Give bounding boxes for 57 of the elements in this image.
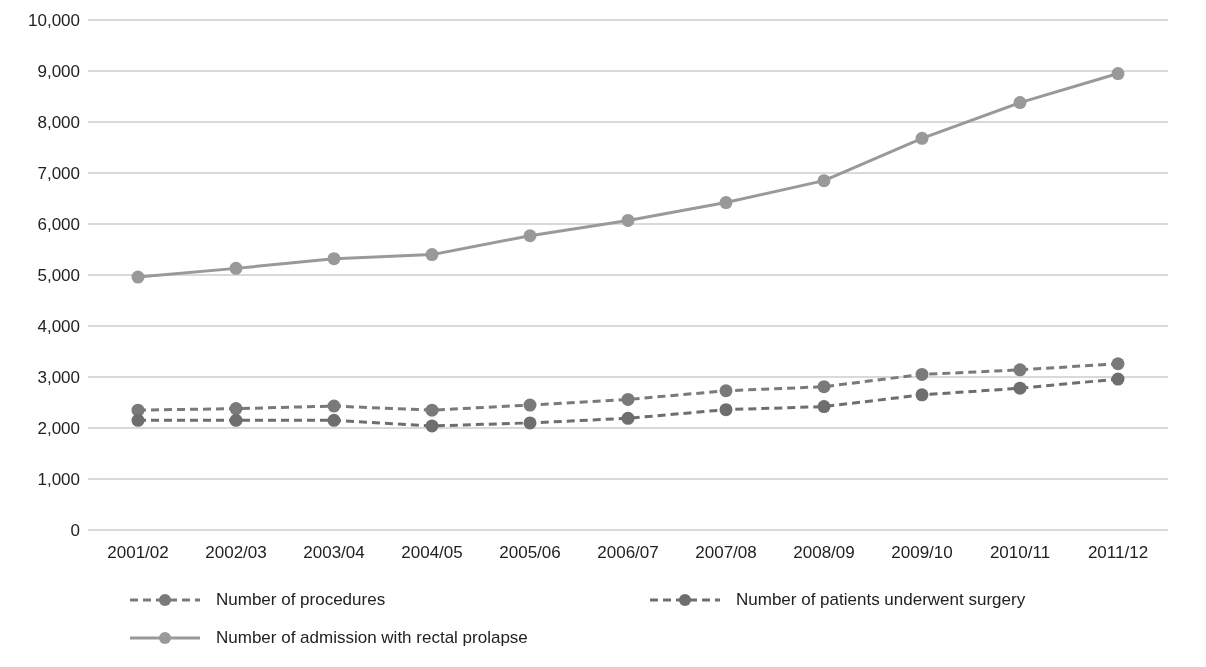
point xyxy=(1111,372,1125,386)
y-tick-label: 5,000 xyxy=(37,266,80,286)
point xyxy=(817,400,831,414)
point xyxy=(915,131,929,145)
point xyxy=(327,413,341,427)
point xyxy=(523,416,537,430)
x-tick-label: 2004/05 xyxy=(401,543,463,563)
x-tick-label: 2009/10 xyxy=(891,543,953,563)
y-tick-label: 1,000 xyxy=(37,470,80,490)
point xyxy=(621,213,635,227)
point xyxy=(817,174,831,188)
point xyxy=(915,388,929,402)
point xyxy=(425,248,439,262)
x-tick-label: 2006/07 xyxy=(597,543,659,563)
x-tick-label: 2011/12 xyxy=(1087,543,1149,563)
y-tick-label: 0 xyxy=(70,521,80,541)
point xyxy=(229,413,243,427)
point xyxy=(523,229,537,243)
point xyxy=(523,398,537,412)
y-tick-label: 4,000 xyxy=(37,317,80,337)
point xyxy=(719,196,733,210)
x-tick-label: 2005/06 xyxy=(499,543,561,563)
x-tick-label: 2001/02 xyxy=(107,543,169,563)
point xyxy=(1111,357,1125,371)
x-tick-label: 2003/04 xyxy=(303,543,365,563)
legend-label: Number of patients underwent surgery xyxy=(736,590,1026,610)
legend-label: Number of admission with rectal prolapse xyxy=(216,628,528,648)
point xyxy=(327,399,341,413)
y-tick-label: 3,000 xyxy=(37,368,80,388)
point xyxy=(1111,67,1125,81)
y-tick-label: 10,000 xyxy=(28,11,80,31)
y-tick-label: 8,000 xyxy=(37,113,80,133)
point xyxy=(229,261,243,275)
legend-label: Number of procedures xyxy=(216,590,386,610)
point xyxy=(1013,363,1027,377)
point xyxy=(621,411,635,425)
point xyxy=(131,413,145,427)
point xyxy=(915,367,929,381)
point xyxy=(621,392,635,406)
point xyxy=(719,384,733,398)
x-tick-label: 2002/03 xyxy=(205,543,267,563)
point xyxy=(817,380,831,394)
y-tick-label: 7,000 xyxy=(37,164,80,184)
point xyxy=(229,402,243,416)
x-tick-label: 2007/08 xyxy=(695,543,757,563)
y-tick-label: 2,000 xyxy=(37,419,80,439)
x-tick-label: 2008/09 xyxy=(793,543,855,563)
point xyxy=(1013,96,1027,110)
point xyxy=(131,270,145,284)
point xyxy=(719,403,733,417)
y-tick-label: 9,000 xyxy=(37,62,80,82)
point xyxy=(425,419,439,433)
y-tick-label: 6,000 xyxy=(37,215,80,235)
point xyxy=(1013,381,1027,395)
x-tick-label: 2010/11 xyxy=(989,543,1051,563)
point xyxy=(327,252,341,266)
point xyxy=(425,403,439,417)
